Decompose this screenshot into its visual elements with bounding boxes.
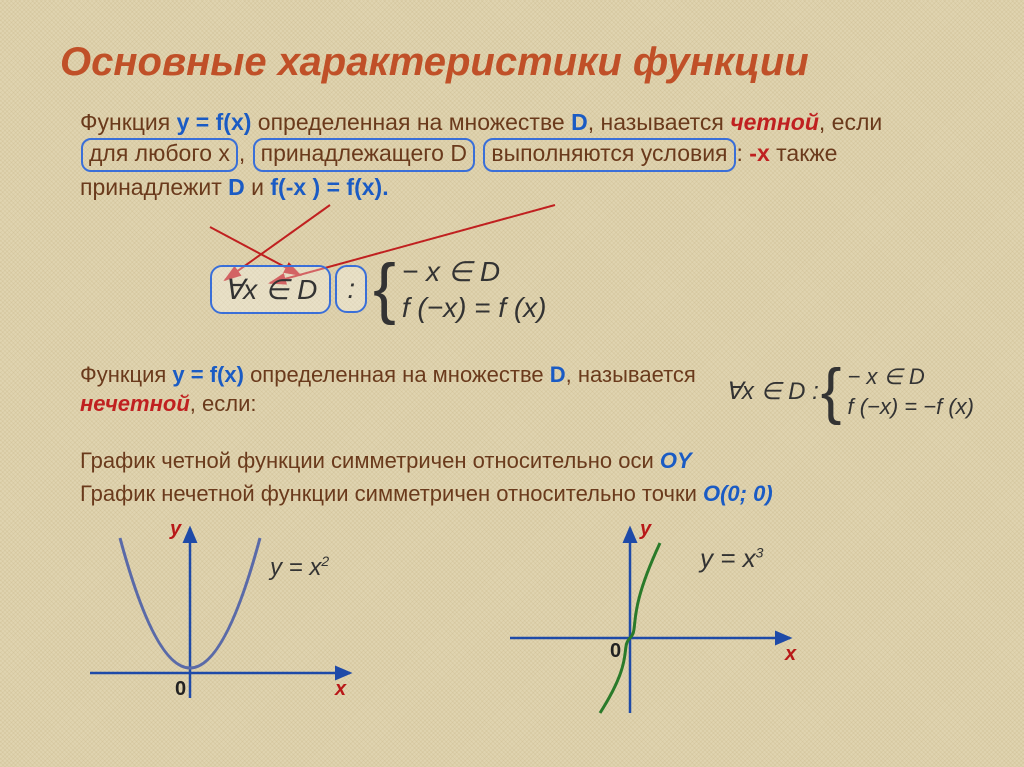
t: определенная на множестве bbox=[244, 362, 550, 387]
exp: 3 bbox=[756, 544, 764, 560]
definition-odd: Функция y = f(x) определенная на множест… bbox=[80, 360, 725, 419]
set-D2: D bbox=[228, 174, 245, 200]
set-D: D bbox=[571, 109, 588, 135]
t bbox=[476, 140, 482, 166]
x-axis-label: x bbox=[785, 643, 796, 666]
forall-box: ∀x ∈ D bbox=[210, 265, 331, 314]
sys-line1: − x ∈ D bbox=[402, 255, 547, 288]
t: определенная на множестве bbox=[251, 109, 571, 135]
term-odd: нечетной bbox=[80, 391, 190, 416]
func-expr: y = f(x) bbox=[177, 109, 252, 135]
func-label-2: y = x3 bbox=[700, 543, 763, 574]
formula-even: ∀x ∈ D : { − x ∈ D f (−x) = f (x) bbox=[210, 251, 974, 328]
formula-odd: ∀x ∈ D : { − x ∈ D f (−x) = −f (x) bbox=[725, 360, 974, 424]
origin-label: 0 bbox=[610, 640, 621, 663]
t: y = x bbox=[700, 543, 756, 573]
t: , bbox=[239, 140, 252, 166]
t: : bbox=[737, 140, 750, 166]
note-odd: График нечетной функции симметричен отно… bbox=[80, 481, 703, 506]
t: , если bbox=[819, 109, 882, 135]
t: , называется bbox=[566, 362, 696, 387]
notes: График четной функции симметричен относи… bbox=[80, 444, 974, 510]
func-label-1: y = x2 bbox=[270, 553, 329, 582]
t: y = x bbox=[270, 554, 321, 581]
t: , называется bbox=[588, 109, 731, 135]
origin-pt: O(0; 0) bbox=[703, 481, 773, 506]
t: Функция bbox=[80, 109, 177, 135]
sys2-line1: − x ∈ D bbox=[847, 364, 974, 390]
t: , если: bbox=[190, 391, 257, 416]
even-eq: f(-x ) = f(x). bbox=[270, 174, 388, 200]
axis-oy: OY bbox=[660, 448, 692, 473]
x-axis-label: x bbox=[335, 678, 346, 701]
box-in-D: принадлежащего D bbox=[253, 138, 475, 172]
y-axis-label: y bbox=[170, 518, 181, 541]
brace-icon: { bbox=[373, 265, 396, 313]
y-axis-label: y bbox=[640, 518, 651, 541]
colon-box: : bbox=[335, 265, 367, 313]
exp: 2 bbox=[321, 553, 329, 569]
neg-x: -x bbox=[749, 140, 769, 166]
definition-even: Функция y = f(x) определенная на множест… bbox=[80, 107, 954, 203]
term-even: четной bbox=[730, 109, 819, 135]
set-D3: D bbox=[550, 362, 566, 387]
forall-prefix: ∀x ∈ D : bbox=[725, 377, 818, 406]
brace-icon: { bbox=[821, 370, 842, 413]
sys2-line2: f (−x) = −f (x) bbox=[847, 394, 974, 420]
box-conditions: выполняются условия bbox=[491, 140, 727, 166]
graph-even: y x 0 y = x2 bbox=[70, 518, 430, 718]
origin-label: 0 bbox=[175, 678, 186, 701]
func-expr2: y = f(x) bbox=[172, 362, 244, 387]
t: и bbox=[245, 174, 271, 200]
sys-line2: f (−x) = f (x) bbox=[402, 292, 547, 324]
box-forall: для любого х bbox=[81, 138, 238, 172]
graph-odd: y x 0 y = x3 bbox=[490, 518, 850, 718]
note-even: График четной функции симметричен относи… bbox=[80, 448, 660, 473]
t: Функция bbox=[80, 362, 172, 387]
page-title: Основные характеристики функции bbox=[60, 40, 974, 85]
